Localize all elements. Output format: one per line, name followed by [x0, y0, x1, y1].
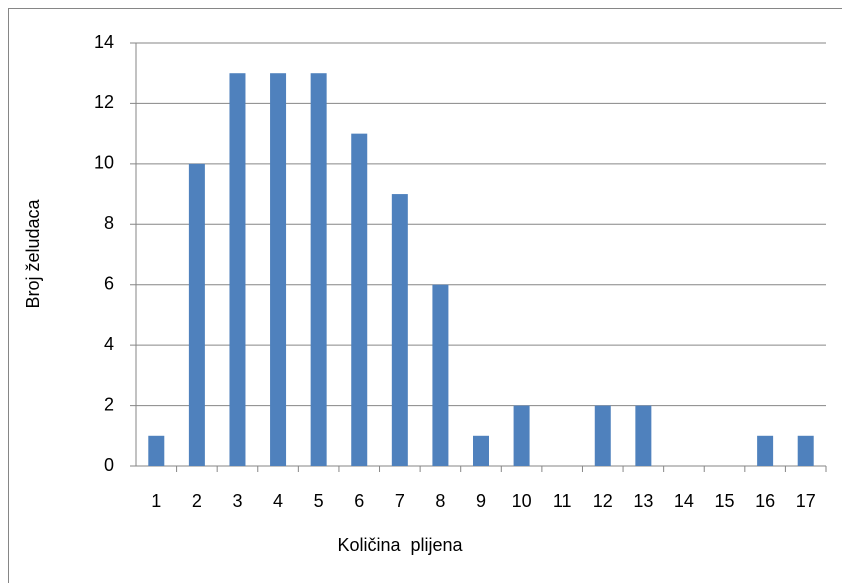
y-tick-label: 4 [104, 334, 114, 354]
bar [351, 133, 368, 466]
x-tick-label: 13 [633, 491, 653, 511]
y-tick-label: 12 [94, 92, 114, 112]
bar [473, 435, 489, 466]
y-tick-label: 8 [104, 213, 114, 233]
bar [310, 73, 327, 466]
bar [594, 405, 611, 466]
x-tick-label: 14 [674, 491, 694, 511]
bar [797, 435, 814, 466]
y-tick-label: 6 [104, 273, 114, 293]
x-tick-label: 11 [553, 491, 572, 511]
x-tick-label: 12 [593, 491, 613, 511]
y-axis-label: Broj želudaca [23, 198, 43, 308]
x-tick-label: 5 [314, 491, 324, 511]
y-tick-label: 10 [94, 153, 114, 173]
x-tick-label: 16 [755, 491, 775, 511]
x-tick-label: 17 [796, 491, 816, 511]
bar [188, 163, 205, 466]
x-tick-label: 10 [512, 491, 532, 511]
y-tick-label: 2 [104, 394, 114, 414]
x-tick-label: 3 [232, 491, 242, 511]
bar [513, 405, 530, 466]
y-tick-label: 14 [94, 32, 114, 52]
bar [270, 73, 287, 466]
x-tick-label: 6 [354, 491, 364, 511]
x-tick-label: 7 [395, 491, 405, 511]
x-axis-label: Količina plijena [337, 535, 463, 555]
chart-frame [8, 8, 842, 583]
x-tick-label: 2 [192, 491, 202, 511]
x-tick-label: 9 [476, 491, 486, 511]
bar [148, 435, 165, 466]
y-tick-label: 0 [104, 455, 114, 475]
bar [229, 73, 246, 466]
x-tick-label: 15 [715, 491, 735, 511]
x-tick-label: 8 [435, 491, 445, 511]
x-tick-label: 4 [273, 491, 283, 511]
bar [757, 435, 774, 466]
bar [432, 284, 449, 466]
bar [391, 194, 408, 467]
bar [635, 405, 652, 466]
x-tick-label: 1 [151, 491, 161, 511]
